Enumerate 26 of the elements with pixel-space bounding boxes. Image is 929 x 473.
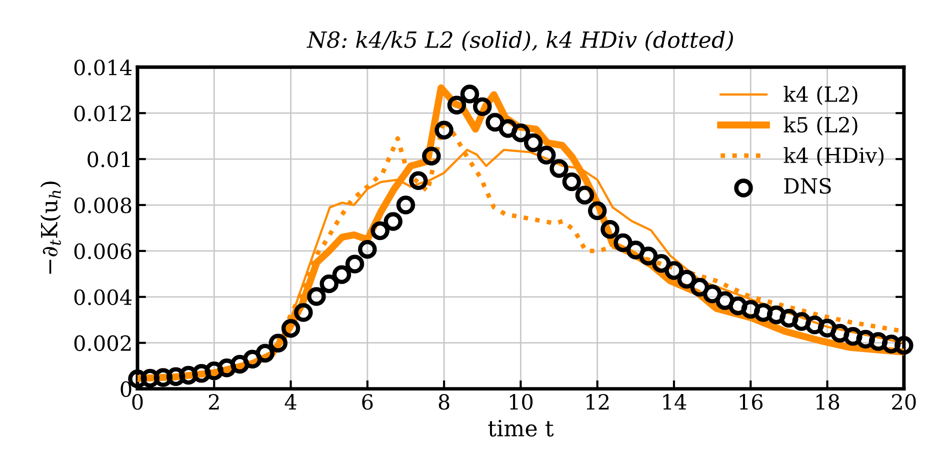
legend-label: k4 (L2) bbox=[784, 86, 858, 105]
x-axis-title: time t bbox=[488, 420, 554, 437]
y-tick-label: 0.002 bbox=[74, 335, 131, 352]
x-tick-label: 16 bbox=[740, 394, 763, 410]
legend-label: DNS bbox=[784, 178, 831, 194]
y-tick-label: 0.014 bbox=[74, 60, 132, 76]
y-tick-label: 0 bbox=[120, 381, 132, 398]
legend-label: k5 (L2) bbox=[784, 116, 858, 136]
x-tick-label: 10 bbox=[510, 394, 533, 410]
y-axis-title: −∂$_{t}$K(u$_{h}$) bbox=[40, 182, 61, 274]
x-tick-label: 18 bbox=[816, 394, 840, 410]
chart-title: N8: k4/k5 L2 (solid), k4 HDiv (dotted) bbox=[306, 30, 733, 52]
x-tick-label: 0 bbox=[132, 394, 143, 410]
legend-label: k4 (HDiv) bbox=[784, 147, 884, 166]
x-tick-label: 20 bbox=[892, 394, 916, 410]
x-tick-label: 4 bbox=[284, 394, 296, 410]
y-tick-label: 0.006 bbox=[74, 243, 132, 260]
y-tick-label: 0.012 bbox=[74, 106, 131, 122]
x-tick-label: 6 bbox=[362, 394, 373, 410]
x-tick-label: 12 bbox=[586, 394, 609, 410]
x-tick-label: 8 bbox=[438, 394, 450, 410]
x-tick-label: 2 bbox=[208, 394, 219, 410]
x-tick-label: 14 bbox=[663, 394, 686, 410]
y-tick-label: 0.008 bbox=[74, 197, 132, 214]
y-tick-label: 0.004 bbox=[74, 289, 132, 306]
y-tick-label: 0.01 bbox=[88, 152, 130, 168]
